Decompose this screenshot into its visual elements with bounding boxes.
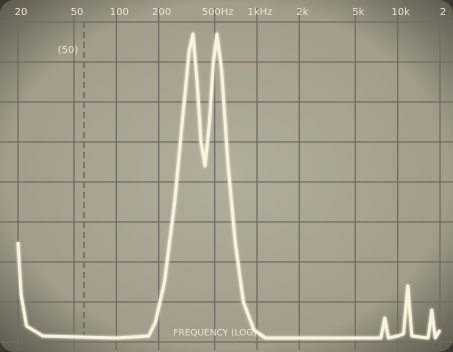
x-axis-label: FREQUENCY (LOG): [173, 329, 256, 339]
x-tick-label: 1kHz: [248, 7, 273, 18]
trace-line: [16, 32, 442, 340]
x-tick-label: 10k: [391, 7, 410, 18]
x-tick-label: 200: [152, 7, 171, 18]
annotation: (50): [58, 45, 79, 56]
x-tick-label: 2k: [296, 7, 308, 18]
x-tick-label: 5k: [352, 7, 364, 18]
x-tick-label: 2: [440, 7, 446, 18]
x-tick-label: 20: [15, 7, 28, 18]
x-tick-label: 100: [110, 7, 129, 18]
grid: [0, 8, 453, 350]
trace-group: [16, 32, 442, 340]
x-tick-label: 50: [71, 7, 84, 18]
x-tick-label: 500Hz: [202, 7, 234, 18]
